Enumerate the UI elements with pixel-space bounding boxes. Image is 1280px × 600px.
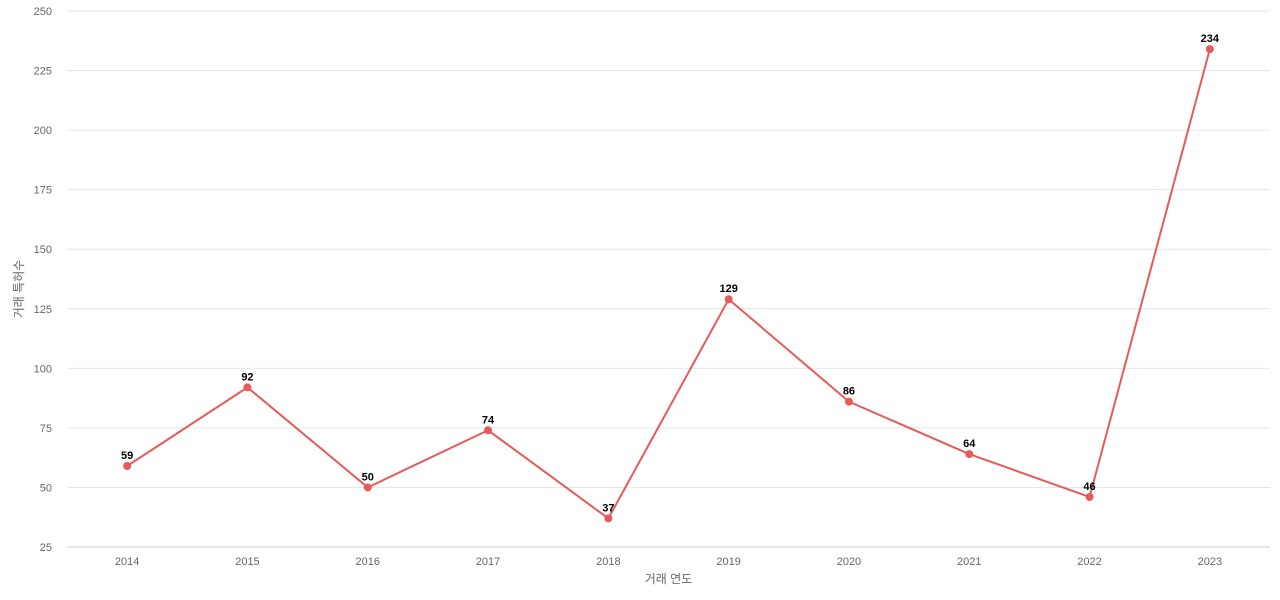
x-axis-ticks: 2014 2015 2016 2017 2018 2019 2020 2021 2022 2023 [115, 556, 1222, 568]
data-label: 74 [482, 414, 495, 426]
y-tick-label: 100 [34, 363, 52, 375]
x-tick-label: 2018 [596, 556, 620, 568]
series-line [126, 48, 1211, 520]
data-point [604, 514, 613, 523]
x-tick-label: 2017 [476, 556, 500, 568]
x-tick-label: 2019 [716, 556, 740, 568]
data-point [484, 426, 493, 435]
x-tick-label: 2021 [957, 556, 981, 568]
data-label: 234 [1201, 33, 1220, 45]
data-point [844, 397, 853, 406]
y-tick-label: 200 [34, 125, 52, 137]
x-tick-label: 2023 [1198, 556, 1222, 568]
data-label: 59 [121, 450, 133, 462]
y-tick-label: 250 [34, 6, 52, 18]
y-tick-label: 175 [34, 185, 52, 197]
data-label: 92 [241, 371, 253, 383]
x-tick-label: 2020 [837, 556, 861, 568]
data-point [363, 483, 372, 492]
x-tick-label: 2014 [115, 556, 139, 568]
y-axis-title: 거래 특허수 [12, 260, 26, 319]
x-axis-title: 거래 연도 [645, 572, 693, 586]
data-label: 46 [1083, 481, 1095, 493]
y-tick-label: 75 [40, 423, 52, 435]
data-point [123, 462, 132, 471]
data-point [724, 295, 733, 304]
data-point [1085, 492, 1094, 501]
y-tick-label: 225 [34, 66, 52, 78]
y-axis-ticks: 25 50 75 100 125 150 175 200 225 250 [34, 6, 52, 554]
data-label: 50 [362, 471, 374, 483]
grid-lines [67, 10, 1270, 488]
y-tick-label: 150 [34, 244, 52, 256]
y-tick-label: 25 [40, 542, 52, 554]
data-labels: 59 92 50 74 37 129 86 64 46 234 [121, 33, 1220, 514]
x-tick-label: 2016 [356, 556, 380, 568]
x-tick-label: 2015 [235, 556, 259, 568]
data-label: 37 [602, 502, 614, 514]
data-point [1205, 45, 1214, 54]
y-tick-label: 125 [34, 304, 52, 316]
x-tick-label: 2022 [1077, 556, 1101, 568]
data-label: 64 [963, 438, 976, 450]
series-group [123, 45, 1214, 523]
y-tick-label: 50 [40, 482, 52, 494]
data-label: 86 [843, 386, 855, 398]
data-point [965, 450, 974, 459]
data-label: 129 [719, 283, 737, 295]
data-point [243, 383, 252, 392]
